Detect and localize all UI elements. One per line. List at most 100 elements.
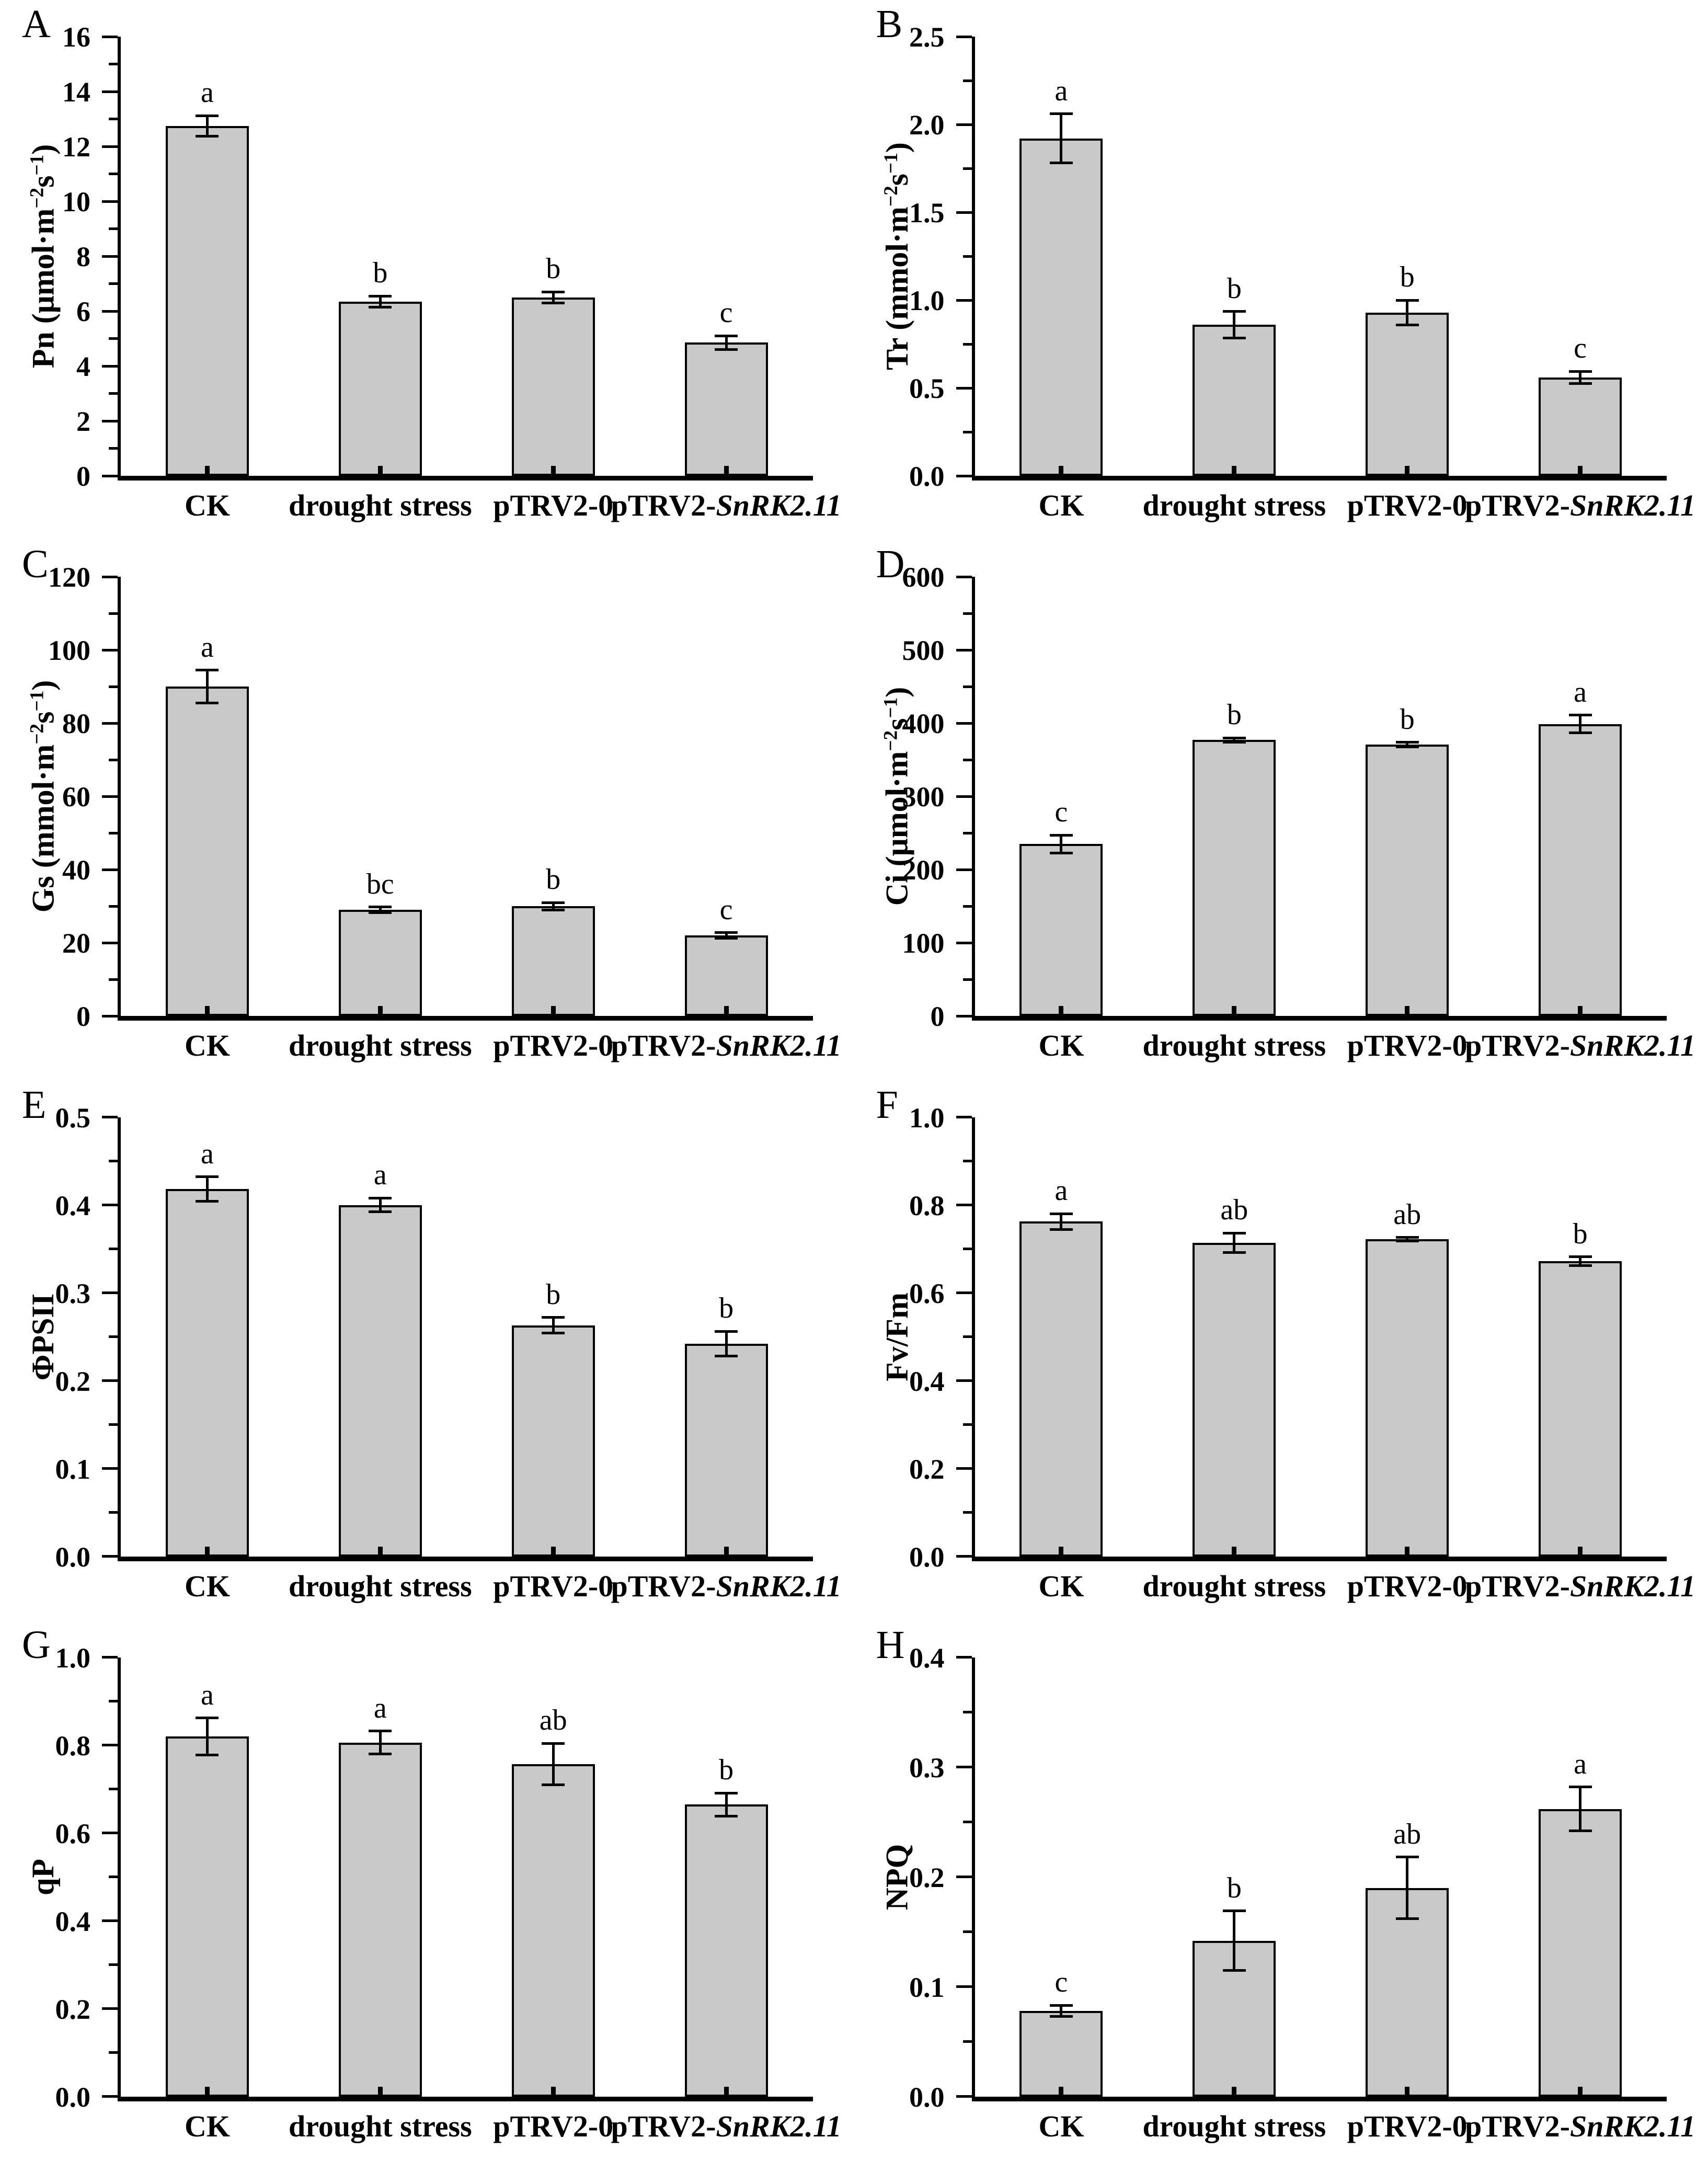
y-major-tick <box>102 1379 118 1382</box>
bar-CK <box>165 125 249 476</box>
y-major-tick <box>102 1832 118 1835</box>
y-tick-label: 0.0 <box>55 1541 91 1573</box>
x-category-label: pTRV2-0 <box>1347 490 1468 521</box>
y-minor-tick <box>962 1423 972 1426</box>
y-major-tick <box>956 299 972 302</box>
y-major-tick <box>102 90 118 93</box>
y-major-tick <box>956 1467 972 1470</box>
y-minor-tick <box>109 173 118 175</box>
significance-letter: b <box>546 1278 561 1311</box>
x-category-label: drought stress <box>1142 1031 1326 1061</box>
y-minor-tick <box>109 447 118 450</box>
x-category-label-text: CK <box>1038 488 1084 522</box>
y-major-tick <box>102 1555 118 1558</box>
error-bar-cap-top <box>196 669 219 672</box>
x-category-label: pTRV2-SnRK2.11 <box>1465 490 1695 521</box>
x-category-label: drought stress <box>289 2111 472 2142</box>
y-major-tick <box>102 1291 118 1294</box>
y-major-tick <box>102 474 118 477</box>
x-axis-tick <box>1232 1546 1237 1557</box>
y-minor-tick <box>109 1700 118 1703</box>
y-tick-label: 0.2 <box>55 1993 91 2025</box>
y-minor-tick <box>962 167 972 170</box>
y-tick-label: 14 <box>62 76 90 108</box>
error-bar-line <box>552 1743 555 1785</box>
x-category-label-text: CK <box>184 1028 230 1063</box>
plot-area: 0 20 40 60 80 100 120 a CK bc drought stress b pTRV2… <box>48 563 842 1061</box>
x-category-label-text: pTRV2-0 <box>1347 1569 1468 1603</box>
error-bar-cap-top <box>369 1196 392 1199</box>
error-bar-cap-bottom <box>369 911 392 914</box>
significance-letter: b <box>1226 699 1242 731</box>
bar-drought stress <box>338 301 422 476</box>
y-minor-tick <box>962 255 972 258</box>
y-tick-label: 4 <box>76 351 90 382</box>
x-category-label-italic: SnRK2.11 <box>716 1569 842 1603</box>
y-minor-tick <box>109 1963 118 1966</box>
y-major-tick <box>956 1014 972 1017</box>
error-bar-line <box>1060 113 1063 163</box>
bar-pTRV2-0 <box>511 297 595 476</box>
significance-letter: a <box>1054 1174 1068 1207</box>
x-category-label-text: pTRV2-0 <box>1347 2109 1468 2143</box>
y-axis-label-text: qP <box>26 1858 60 1895</box>
y-major-tick <box>102 868 118 871</box>
x-category-label: pTRV2-0 <box>493 1571 613 1602</box>
y-major-tick <box>102 1116 118 1118</box>
y-minor-tick <box>109 1423 118 1426</box>
bar-pTRV2-0 <box>511 1764 595 2097</box>
bar-CK <box>165 1189 249 1557</box>
error-bar-cap-top <box>1049 2004 1073 2007</box>
panel-letter-E: E <box>22 1082 47 1127</box>
error-bar-cap-top <box>369 1730 392 1733</box>
significance-letter: a <box>1054 74 1068 107</box>
y-major-tick <box>956 1766 972 1769</box>
error-bar-line <box>1233 738 1236 742</box>
x-axis-tick <box>204 466 210 476</box>
y-minor-tick <box>962 1930 972 1934</box>
x-category-label-italic: SnRK2.11 <box>716 1028 842 1063</box>
significance-letter: b <box>373 257 388 290</box>
error-bar-line <box>379 907 382 913</box>
error-bar-cap-top <box>1222 310 1246 313</box>
plot-area: 0.0 0.1 0.2 0.3 0.4 0.5 a CK a drought stress b pTR… <box>55 1104 842 1602</box>
x-category-label: CK <box>1038 2111 1084 2142</box>
bar-pTRV2-0 <box>1366 1239 1449 1557</box>
error-bar-cap-top <box>196 1717 219 1720</box>
error-bar-cap-top <box>196 114 219 117</box>
y-minor-tick <box>109 905 118 908</box>
x-axis-tick <box>551 1006 556 1016</box>
y-tick-label: 16 <box>62 21 90 53</box>
x-axis-tick <box>1059 2086 1064 2097</box>
y-minor-tick <box>109 978 118 981</box>
x-axis-tick <box>551 1546 556 1557</box>
error-bar-cap-bottom <box>1049 2015 1073 2018</box>
y-tick-label: 100 <box>48 635 90 667</box>
error-bar-line <box>725 1793 728 1816</box>
significance-letter: b <box>1400 703 1415 736</box>
y-minor-tick <box>962 79 972 82</box>
x-category-label: pTRV2-SnRK2.11 <box>611 1571 841 1602</box>
bar-pTRV2-0 <box>1366 744 1449 1016</box>
x-category-label-text: drought stress <box>288 2109 472 2143</box>
y-major-tick <box>956 1116 972 1118</box>
significance-letter: b <box>546 253 561 285</box>
x-category-label: CK <box>185 2111 230 2142</box>
y-tick-label: 12 <box>62 131 90 163</box>
x-axis-tick <box>1232 1006 1237 1016</box>
y-tick-label: 0.0 <box>909 461 945 492</box>
error-bar-line <box>1233 311 1236 338</box>
significance-letter: a <box>373 1691 387 1724</box>
y-major-tick <box>956 1379 972 1382</box>
x-axis-tick <box>1578 1546 1583 1557</box>
y-major-tick <box>102 1204 118 1206</box>
x-category-label: drought stress <box>1142 490 1326 521</box>
significance-letter: c <box>1054 1966 1068 1999</box>
error-bar-cap-top <box>542 1742 565 1745</box>
x-axis-tick <box>1232 466 1237 476</box>
bar-drought stress <box>1193 325 1276 476</box>
y-tick-label: 100 <box>902 928 945 959</box>
x-category-label: pTRV2-0 <box>1347 1031 1468 1061</box>
error-bar-cap-bottom <box>1049 851 1073 854</box>
